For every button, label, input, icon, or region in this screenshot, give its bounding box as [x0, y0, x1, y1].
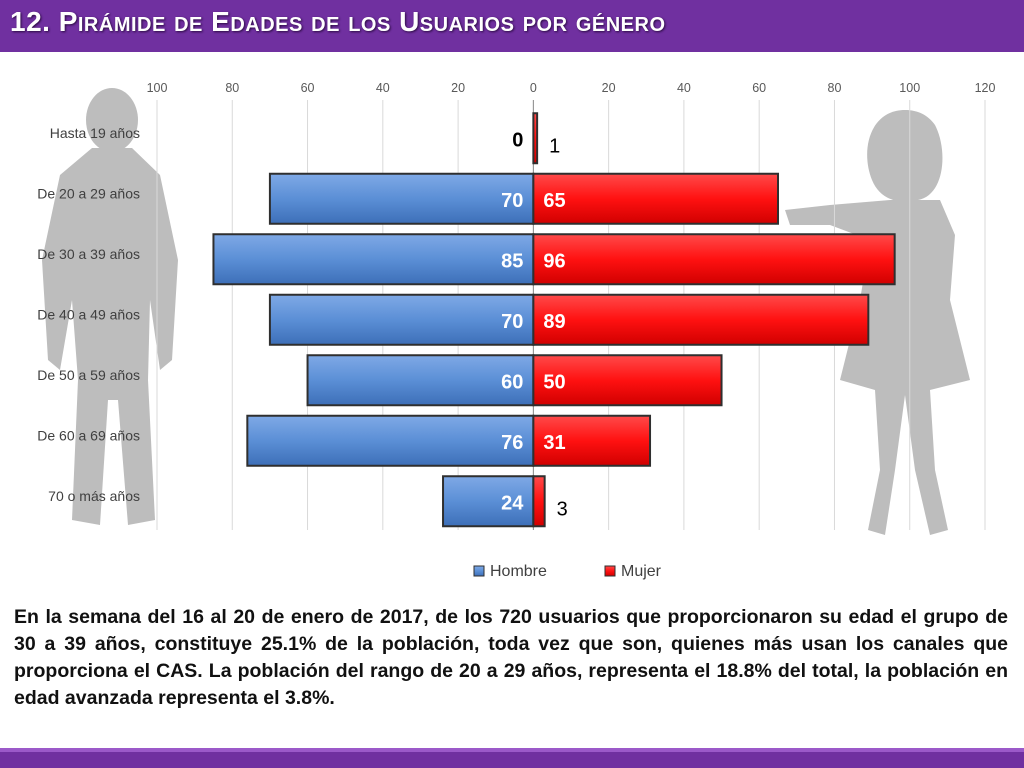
caption-text: En la semana del 16 al 20 de enero de 20… [14, 606, 1008, 709]
category-label: De 60 a 69 años [37, 428, 140, 444]
x-tick-label: 80 [828, 81, 842, 95]
data-label-mujer: 3 [557, 498, 568, 520]
bar-mujer [532, 293, 870, 346]
bar-hombre [246, 414, 535, 467]
category-label: De 30 a 39 años [37, 246, 140, 262]
category-label: De 40 a 49 años [37, 307, 140, 323]
x-tick-label: 20 [602, 81, 616, 95]
bar-mujer [532, 233, 896, 286]
data-label-mujer: 31 [543, 432, 565, 454]
data-label-mujer: 89 [543, 311, 565, 333]
data-label-hombre: 24 [501, 492, 524, 514]
population-pyramid-chart: 100 80 60 40 20 0 20 40 60 80 100 120 Hasta 19 años… [37, 81, 996, 580]
data-label-hombre: 70 [501, 311, 523, 333]
legend-label-hombre: Hombre [490, 563, 547, 580]
male-silhouette [42, 88, 178, 525]
y-axis-labels: Hasta 19 años De 20 a 29 años De 30 a 39 a… [37, 125, 140, 504]
x-tick-label: 120 [975, 81, 996, 95]
female-silhouette [785, 110, 970, 535]
x-tick-label: 40 [376, 81, 390, 95]
legend-swatch-hombre [473, 565, 485, 577]
category-label: Hasta 19 años [50, 125, 140, 141]
x-tick-label: 60 [752, 81, 766, 95]
data-label-mujer: 50 [543, 371, 565, 393]
x-axis-ticks: 100 80 60 40 20 0 20 40 60 80 100 120 [147, 81, 996, 95]
bottom-bar [0, 748, 1024, 768]
x-tick-label: 100 [147, 81, 168, 95]
bar-mujer [532, 172, 780, 225]
legend-label-mujer: Mujer [621, 563, 662, 580]
bar-mujer [532, 354, 723, 407]
data-label-hombre: 60 [501, 371, 523, 393]
chart-bars [212, 112, 896, 528]
bar-mujer [532, 112, 539, 165]
bar-hombre [268, 293, 535, 346]
x-tick-label: 80 [225, 81, 239, 95]
x-tick-label: 0 [530, 81, 537, 95]
category-label: 70 o más años [48, 488, 140, 504]
x-tick-label: 100 [899, 81, 920, 95]
x-tick-label: 20 [451, 81, 465, 95]
bar-hombre [268, 172, 535, 225]
chart-legend: Hombre Mujer [473, 563, 662, 580]
bar-hombre [306, 354, 535, 407]
silhouettes [42, 88, 970, 535]
data-label-mujer: 65 [543, 190, 565, 212]
bar-mujer [532, 475, 546, 528]
data-label-hombre: 70 [501, 190, 523, 212]
title-bar: 12. Pirámide de Edades de los Usuarios p… [0, 0, 1024, 52]
category-label: De 20 a 29 años [37, 186, 140, 202]
bar-hombre [212, 233, 535, 286]
data-label-hombre: 76 [501, 432, 523, 454]
data-label-hombre: 0 [512, 129, 523, 151]
x-tick-label: 40 [677, 81, 691, 95]
data-label-hombre: 85 [501, 250, 523, 272]
x-tick-label: 60 [301, 81, 315, 95]
category-label: De 50 a 59 años [37, 367, 140, 383]
data-labels: 0 1 70 65 85 96 70 89 60 50 76 31 24 3 [501, 129, 568, 520]
page-title: 12. Pirámide de Edades de los Usuarios p… [10, 6, 666, 37]
data-label-mujer: 96 [543, 250, 565, 272]
bar-mujer [532, 414, 652, 467]
bottom-bar-accent [0, 748, 1024, 752]
data-label-mujer: 1 [549, 135, 560, 157]
legend-swatch-mujer [604, 565, 616, 577]
